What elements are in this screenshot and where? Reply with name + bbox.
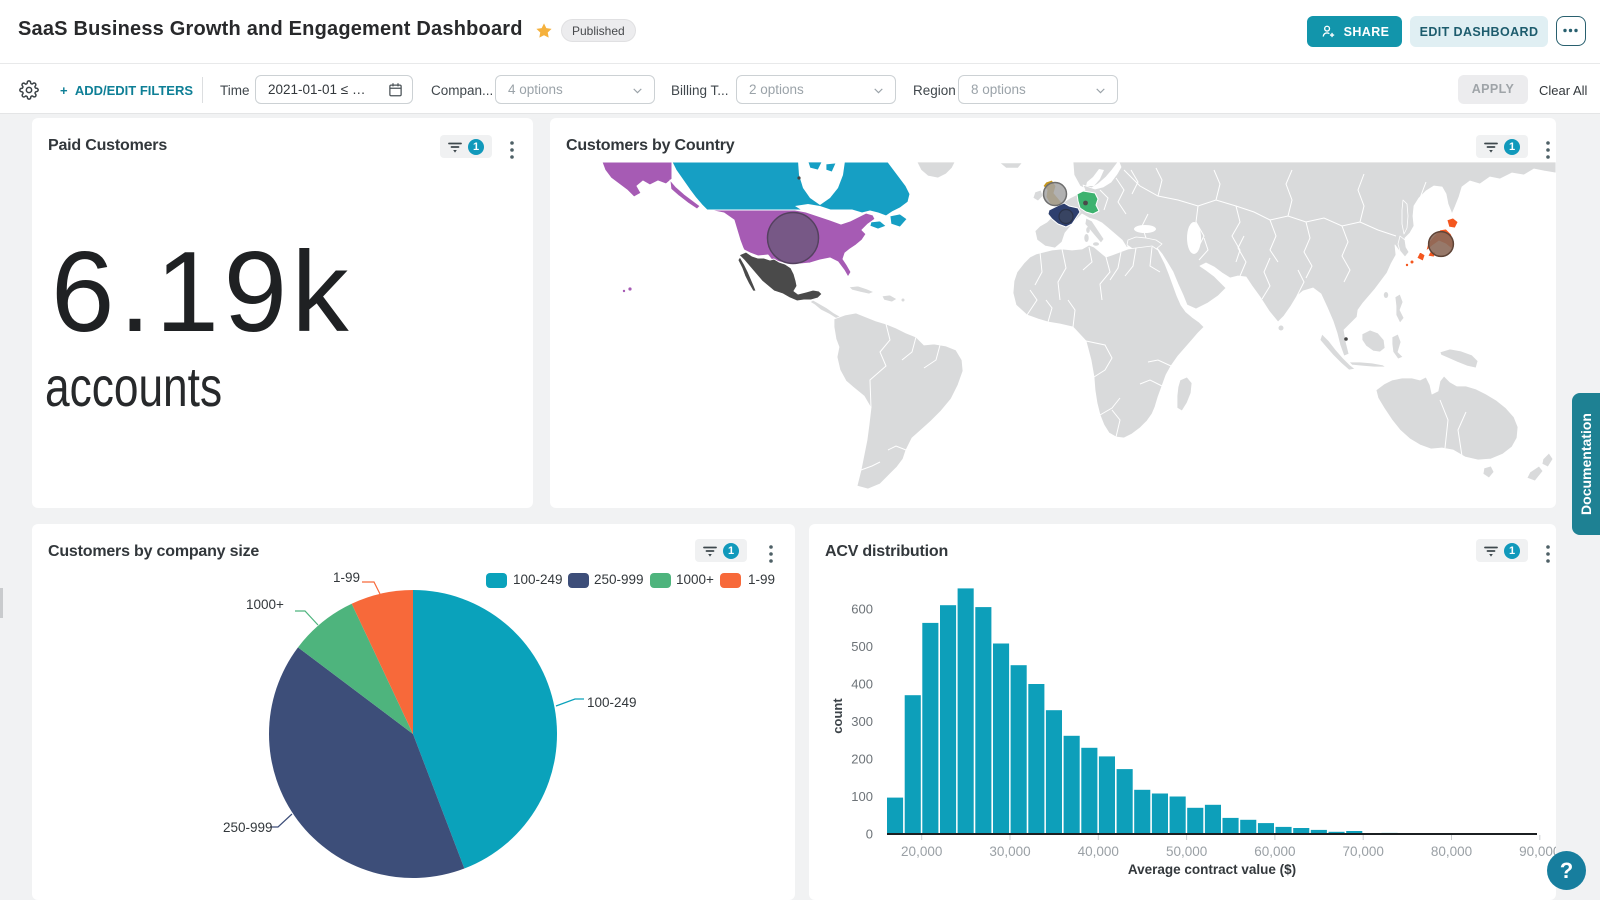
svg-text:400: 400: [851, 677, 873, 692]
svg-text:200: 200: [851, 752, 873, 767]
svg-text:20,000: 20,000: [901, 844, 942, 859]
svg-text:50,000: 50,000: [1166, 844, 1207, 859]
svg-text:Average contract value ($): Average contract value ($): [1128, 862, 1296, 877]
svg-text:90,000: 90,000: [1519, 844, 1556, 859]
svg-text:30,000: 30,000: [989, 844, 1030, 859]
svg-text:40,000: 40,000: [1078, 844, 1119, 859]
svg-text:70,000: 70,000: [1343, 844, 1384, 859]
svg-text:500: 500: [851, 639, 873, 654]
svg-text:count: count: [830, 698, 845, 734]
svg-text:60,000: 60,000: [1254, 844, 1295, 859]
svg-text:300: 300: [851, 714, 873, 729]
svg-text:80,000: 80,000: [1431, 844, 1472, 859]
svg-text:0: 0: [866, 827, 873, 842]
svg-text:600: 600: [851, 602, 873, 617]
svg-text:100: 100: [851, 789, 873, 804]
